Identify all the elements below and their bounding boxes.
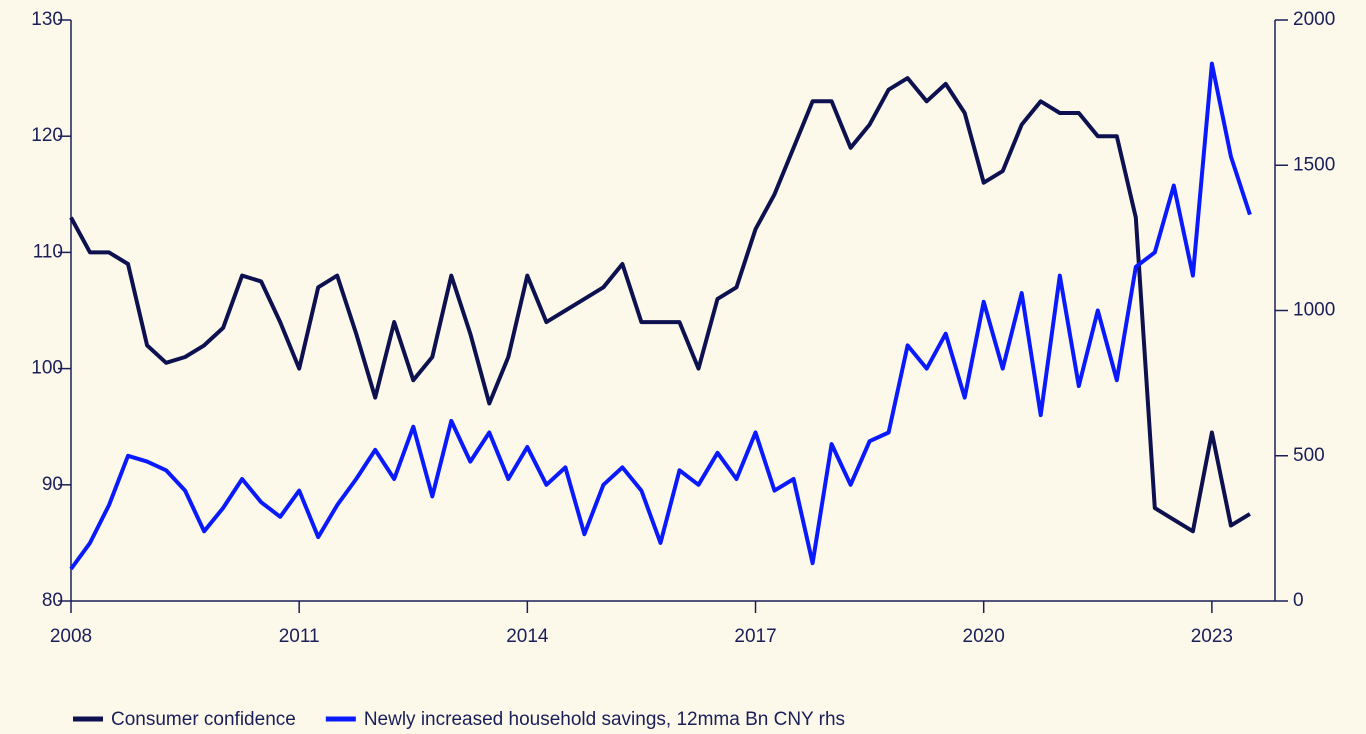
y2-tick-label: 1000 bbox=[1293, 300, 1335, 321]
series-line bbox=[69, 61, 1252, 571]
y2-tick-label: 0 bbox=[1293, 590, 1304, 611]
legend-label: Newly increased household savings, 12mma… bbox=[364, 709, 845, 730]
x-tick-label: 2011 bbox=[279, 626, 320, 647]
y-tick-label: 110 bbox=[33, 241, 63, 262]
y2-tick-label: 500 bbox=[1293, 445, 1325, 466]
y-tick-label: 80 bbox=[42, 590, 63, 611]
x-tick-label: 2023 bbox=[1191, 626, 1233, 647]
y2-tick-label: 2000 bbox=[1293, 9, 1335, 30]
legend-label: Consumer confidence bbox=[111, 709, 296, 730]
x-tick-label: 2017 bbox=[734, 626, 776, 647]
x-tick-label: 2008 bbox=[50, 626, 92, 647]
series-line bbox=[69, 76, 1251, 534]
y-tick-label: 100 bbox=[31, 358, 63, 379]
y-tick-label: 90 bbox=[42, 474, 63, 495]
x-tick-label: 2014 bbox=[506, 626, 549, 647]
y-tick-label: 130 bbox=[31, 9, 63, 30]
x-tick-label: 2020 bbox=[963, 626, 1005, 647]
y-tick-label: 120 bbox=[31, 125, 63, 146]
y2-tick-label: 1500 bbox=[1293, 154, 1335, 175]
